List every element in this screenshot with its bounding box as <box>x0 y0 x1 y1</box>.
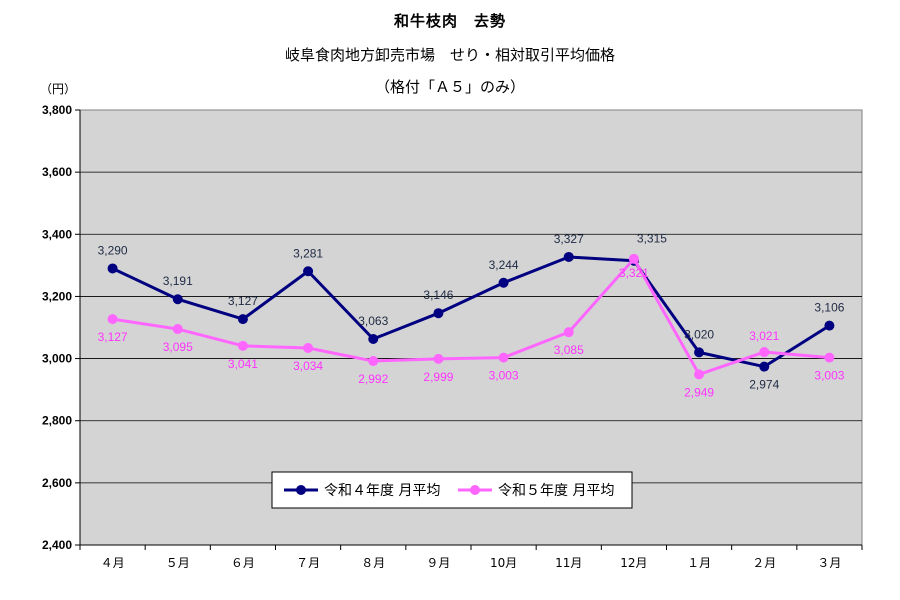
data-label-series-2: 3,034 <box>293 359 323 373</box>
x-tick-label: ８月 <box>361 556 385 570</box>
chart-subtitle: 岐阜食肉地方卸売市場 せり・相対取引平均価格 <box>284 46 615 64</box>
legend-marker-1 <box>296 485 306 495</box>
data-point-series-2 <box>433 353 444 364</box>
x-tick-label: ４月 <box>101 556 125 570</box>
data-label-series-1: 3,191 <box>163 274 193 288</box>
y-tick-label: 3,600 <box>42 165 72 179</box>
data-point-series-1 <box>303 266 314 277</box>
data-label-series-1: 2,974 <box>749 378 779 392</box>
legend-label-1: 令和４年度 月平均 <box>324 483 440 499</box>
legend-box <box>271 471 633 509</box>
data-label-series-2: 3,003 <box>489 369 519 383</box>
y-axis-unit: （円） <box>40 82 77 96</box>
data-point-series-1 <box>498 277 509 288</box>
data-point-series-2 <box>563 327 574 338</box>
data-label-series-1: 3,127 <box>228 294 258 308</box>
y-tick-label: 3,000 <box>42 352 72 366</box>
data-point-series-2 <box>628 253 639 264</box>
data-label-series-2: 3,003 <box>814 369 844 383</box>
data-label-series-2: 3,321 <box>619 266 649 280</box>
chart-title: 和牛枝肉 去勢 <box>393 12 506 30</box>
y-tick-label: 2,800 <box>42 414 72 428</box>
series-line-1 <box>111 255 831 369</box>
legend-label-2: 令和５年度 月平均 <box>498 483 614 499</box>
x-tick-label: ２月 <box>752 556 776 570</box>
data-label-series-2: 3,127 <box>98 330 128 344</box>
data-point-series-1 <box>368 333 379 344</box>
x-tick-label: ７月 <box>296 556 320 570</box>
data-point-series-2 <box>107 314 118 325</box>
data-label-series-2: 3,021 <box>749 329 779 343</box>
x-tick-label: ５月 <box>166 556 190 570</box>
data-label-series-2: 3,095 <box>163 340 193 354</box>
legend-marker-2 <box>470 485 480 495</box>
x-tick-label: １月 <box>687 556 711 570</box>
data-point-series-2 <box>824 352 835 363</box>
series-line-2 <box>112 257 830 376</box>
data-point-series-1 <box>107 263 118 274</box>
data-point-series-1 <box>694 347 705 358</box>
data-label-series-2: 2,992 <box>358 372 388 386</box>
y-tick-label: 3,400 <box>42 227 72 241</box>
data-point-series-1 <box>563 251 574 262</box>
data-label-series-1: 3,315 <box>637 232 667 246</box>
data-label-series-1: 3,281 <box>293 246 323 260</box>
data-label-series-1: 3,327 <box>554 232 584 246</box>
data-label-series-1: 3,290 <box>98 243 128 257</box>
chart-note: （格付「Ａ５」のみ） <box>374 78 525 96</box>
data-point-series-1 <box>172 294 183 305</box>
data-label-series-1: 3,106 <box>814 301 844 315</box>
y-tick-label: 2,400 <box>42 538 72 552</box>
data-point-series-2 <box>694 369 705 380</box>
data-point-series-1 <box>824 320 835 331</box>
x-tick-label: ９月 <box>426 556 450 570</box>
x-tick-label: 12月 <box>620 556 647 570</box>
data-label-series-1: 3,020 <box>684 327 714 341</box>
data-label-series-1: 3,063 <box>358 314 388 328</box>
x-tick-label: 11月 <box>555 556 582 570</box>
data-label-series-2: 2,999 <box>423 370 453 384</box>
data-label-series-2: 3,085 <box>554 343 584 357</box>
x-tick-label: 10月 <box>490 556 517 570</box>
x-tick-label: ３月 <box>817 556 841 570</box>
data-point-series-2 <box>498 352 509 363</box>
y-tick-label: 3,200 <box>42 289 72 303</box>
y-tick-label: 2,600 <box>42 476 72 490</box>
y-tick-label: 3,800 <box>42 103 72 117</box>
data-point-series-2 <box>237 340 248 351</box>
data-label-series-2: 3,041 <box>228 357 258 371</box>
x-tick-label: ６月 <box>231 556 255 570</box>
data-point-series-1 <box>759 361 770 372</box>
data-label-series-1: 3,146 <box>423 288 453 302</box>
data-point-series-1 <box>433 308 444 319</box>
data-point-series-2 <box>368 356 379 367</box>
data-point-series-1 <box>237 314 248 325</box>
data-point-series-2 <box>172 324 183 335</box>
data-point-series-2 <box>759 347 770 358</box>
data-label-series-2: 2,949 <box>684 385 714 399</box>
data-label-series-1: 3,244 <box>489 258 519 272</box>
data-point-series-2 <box>303 343 314 354</box>
